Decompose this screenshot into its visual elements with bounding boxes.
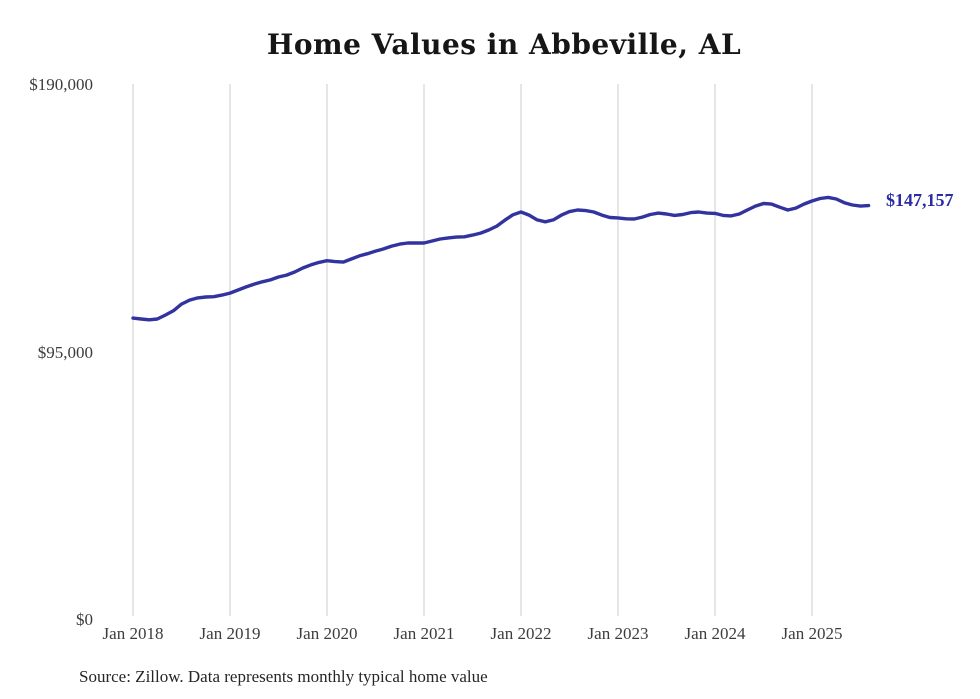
x-axis-tick-label: Jan 2019 <box>199 624 261 643</box>
x-axis-tick-label: Jan 2021 <box>393 624 455 643</box>
home-value-series-line <box>131 195 871 322</box>
y-axis-tick-label: $0 <box>76 610 93 629</box>
x-axis-tick-label: Jan 2020 <box>296 624 358 643</box>
y-axis-tick-label: $95,000 <box>37 342 93 362</box>
latest-value-label: $147,157 <box>886 190 954 210</box>
y-axis-tick-label: $190,000 <box>29 75 93 94</box>
chart-title: Home Values in Abbeville, AL <box>266 28 742 61</box>
x-axis-tick-label: Jan 2023 <box>587 624 649 643</box>
x-axis-tick-label: Jan 2025 <box>781 624 843 643</box>
x-axis-tick-label: Jan 2018 <box>102 624 164 643</box>
x-axis-tick-label: Jan 2022 <box>490 624 552 643</box>
source-note: Source: Zillow. Data represents monthly … <box>79 667 488 686</box>
x-axis-tick-label: Jan 2024 <box>684 624 746 643</box>
